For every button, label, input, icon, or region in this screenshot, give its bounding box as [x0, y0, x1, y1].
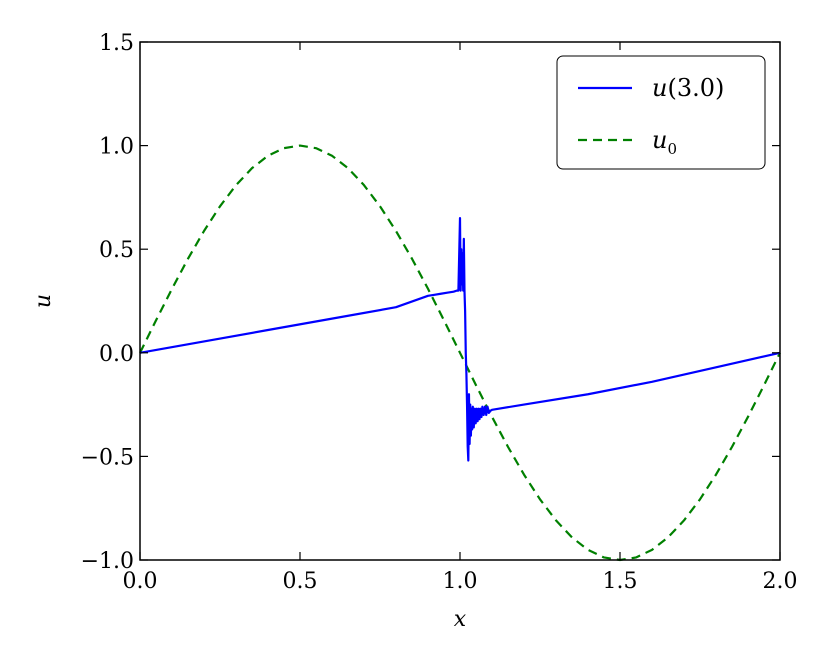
x-tick-label: 1.0 [443, 569, 478, 594]
x-tick-labels: 0.0 0.5 1.0 1.5 2.0 [123, 569, 798, 594]
x-axis-label: x [454, 607, 467, 632]
series-line-u3 [139, 217, 781, 462]
y-tick-label: −0.5 [81, 445, 134, 470]
x-tick-label: 0.0 [123, 569, 158, 594]
y-tick-label: −1.0 [81, 549, 134, 574]
y-tick-label: 1.5 [99, 31, 134, 56]
legend-label-u0: u0 [652, 126, 677, 158]
legend: u(3.0) u0 [556, 55, 766, 170]
y-tick-label: 0.5 [99, 238, 134, 263]
series-line-u0 [139, 144, 781, 562]
y-axis-label: u [31, 294, 56, 308]
x-tick-label: 1.5 [603, 569, 638, 594]
y-tick-label: 0.0 [99, 342, 134, 367]
y-tick-label: 1.0 [99, 135, 134, 160]
series-layer [139, 144, 781, 562]
legend-label-u3: u(3.0) [652, 74, 724, 102]
plot-frame [139, 41, 781, 561]
x-tick-label: 0.5 [283, 569, 318, 594]
y-tick-labels: −1.0 −0.5 0.0 0.5 1.0 1.5 [81, 31, 134, 574]
x-tick-label: 2.0 [763, 569, 798, 594]
